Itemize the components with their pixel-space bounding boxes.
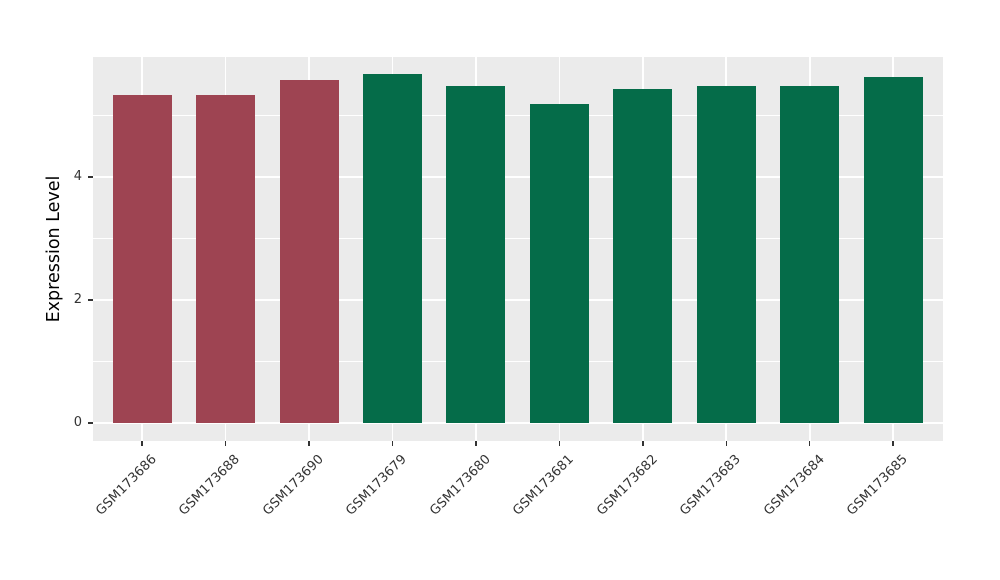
x-tick-label: GSM173688	[176, 452, 244, 519]
gridline-minor-h	[93, 238, 943, 239]
y-tick-mark	[88, 176, 93, 178]
gridline-minor-h	[93, 115, 943, 116]
bar	[363, 74, 423, 424]
x-tick-mark	[642, 441, 644, 446]
x-tick-mark	[475, 441, 477, 446]
gridline-major-h	[93, 299, 943, 301]
bar	[279, 79, 339, 424]
y-tick-label: 0	[73, 415, 82, 431]
x-tick-mark	[892, 441, 894, 446]
bar	[613, 89, 673, 424]
x-tick-label: GSM173682	[593, 452, 661, 519]
x-tick-label: GSM173681	[510, 452, 578, 519]
gridline-major-h	[93, 176, 943, 178]
bar	[196, 95, 256, 424]
x-tick-label: GSM173684	[760, 452, 828, 519]
x-tick-mark	[391, 441, 394, 446]
x-tick-label: GSM173685	[844, 452, 911, 519]
bar	[446, 85, 506, 424]
bar	[780, 85, 840, 424]
y-tick-mark	[88, 422, 93, 424]
bar	[863, 77, 923, 424]
x-tick-mark	[725, 441, 728, 446]
y-tick-mark	[88, 299, 93, 301]
x-tick-label: GSM173680	[426, 452, 494, 519]
x-tick-mark	[308, 441, 310, 446]
bar	[696, 85, 756, 424]
gridline-minor-h	[93, 361, 943, 363]
y-tick-label: 4	[73, 169, 82, 184]
bar	[112, 95, 172, 424]
plot-panel	[93, 57, 943, 441]
x-tick-mark	[224, 441, 227, 446]
x-tick-label: GSM173679	[343, 452, 411, 519]
bar	[529, 103, 589, 424]
gridline-major-h	[93, 422, 943, 424]
y-tick-label: 2	[73, 292, 82, 308]
x-tick-label: GSM173690	[260, 452, 327, 519]
x-tick-mark	[141, 441, 143, 446]
x-tick-label: GSM173683	[677, 452, 744, 519]
x-tick-mark	[558, 441, 561, 446]
x-tick-mark	[808, 441, 811, 446]
x-tick-label: GSM173686	[93, 452, 160, 519]
